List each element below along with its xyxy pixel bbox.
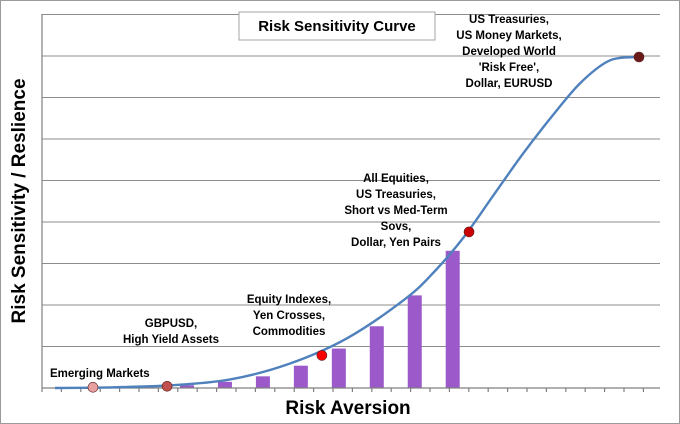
bar [293, 365, 308, 388]
sensitivity-curve [54, 55, 640, 390]
annotation: Emerging Markets [50, 368, 150, 380]
annotation-line: US Treasuries, [469, 14, 549, 26]
annotation: GBPUSD, High Yield Assets [123, 318, 219, 346]
annotation-line: Dollar, Yen Pairs [351, 237, 441, 249]
annotation-line: 'Risk Free', [479, 62, 539, 74]
curve-marker [161, 380, 173, 392]
curve-marker [316, 350, 328, 361]
annotation-line: Emerging Markets [50, 368, 150, 380]
gridlines [42, 14, 660, 347]
y-axis-label: Risk Sensitivity / Reslience [9, 78, 30, 323]
annotation-line: US Money Markets, [456, 30, 561, 42]
annotation-line: Developed World [462, 46, 556, 58]
curve-marker [87, 382, 99, 393]
bar-series [179, 250, 460, 388]
annotations: Emerging Markets GBPUSD, High Yield Assets… [50, 14, 562, 380]
bar [369, 326, 384, 388]
curve-marker [463, 226, 475, 238]
curve-markers [87, 51, 645, 393]
annotation-line: Equity Indexes, [247, 294, 331, 306]
annotation-line: Sovs, [381, 221, 412, 233]
annotation-line: High Yield Assets [123, 334, 219, 346]
curve-marker [633, 51, 645, 63]
bar [407, 295, 422, 388]
bar [331, 348, 346, 388]
x-axis-label: Risk Aversion [285, 398, 410, 419]
annotation-line: GBPUSD, [145, 318, 197, 330]
annotation: All Equities, US Treasuries, Short vs Med-… [344, 173, 447, 249]
bar [217, 381, 232, 388]
x-axis-ticks [41, 388, 645, 392]
bar [255, 376, 270, 388]
annotation: US Treasuries, US Money Markets, Developed… [456, 14, 561, 90]
title-box [238, 11, 436, 41]
annotation-line: Commodities [253, 326, 326, 338]
annotation-line: US Treasuries, [356, 189, 436, 201]
bar [179, 385, 194, 388]
bar [445, 250, 460, 388]
chart-title: Risk Sensitivity Curve [258, 18, 416, 35]
annotation: Equity Indexes, Yen Crosses, Commodities [247, 294, 331, 338]
annotation-line: Yen Crosses, [253, 310, 325, 322]
annotation-line: All Equities, [363, 173, 429, 185]
annotation-line: Dollar, EURUSD [466, 78, 553, 90]
annotation-line: Short vs Med-Term [344, 205, 447, 217]
